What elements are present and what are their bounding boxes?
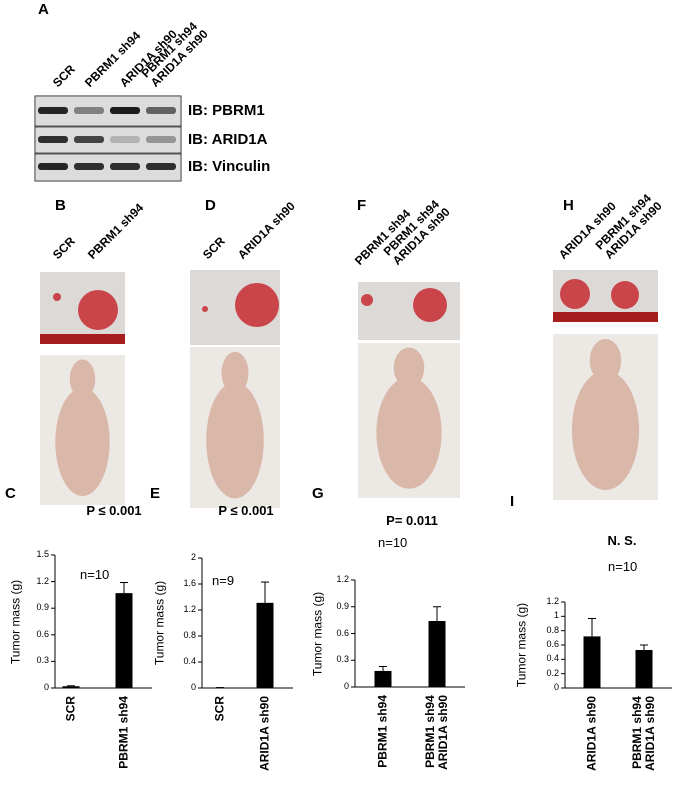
annotation: n=10 [80,567,110,582]
blot-band [74,136,104,143]
x-tick-label: SCR [63,696,78,722]
bar [583,636,601,688]
y-tick-label: 0 [43,682,49,693]
y-tick-label: 0 [343,681,349,692]
y-tick-label: 0.4 [546,653,559,664]
chart-title: P ≤ 0.001 [86,503,142,518]
tumor [53,293,61,301]
blot-band [74,107,104,114]
tumor [611,281,639,309]
x-tick-label: PBRM1 sh94 ARID1A sh90 [422,695,450,770]
tumor [413,288,447,322]
blot-band [74,163,104,170]
x-tick-label: PBRM1 sh94 [116,696,131,769]
y-axis-label: Tumor mass (g) [514,602,529,688]
y-tick-label: 0.6 [336,627,349,638]
y-tick-label: 1 [553,610,559,621]
tumor [235,283,279,327]
mouse-body [206,382,264,499]
y-tick-label: 0.6 [36,628,49,639]
bar [374,670,392,687]
blot-band [38,136,68,143]
panel-label: G [312,485,324,502]
x-tick-label: ARID1A sh90 [584,696,599,771]
x-tick-label: ARID1A sh90 [257,696,272,771]
mouse-head [589,338,622,383]
y-tick-label: 1.6 [183,578,196,589]
bar [256,602,274,688]
y-tick-label: 0.3 [36,655,49,666]
chart-title: P ≤ 0.001 [218,503,274,518]
annotation: n=10 [608,559,638,574]
panel-label: A [38,1,49,18]
y-tick-label: 0 [190,682,196,693]
y-tick-label: 2 [190,552,196,563]
panel-label: C [5,485,16,502]
panel-label: H [563,197,574,214]
x-tick-label: PBRM1 sh94 [375,695,390,768]
panel-label: F [357,197,367,214]
blot-band [110,136,140,143]
y-tick-label: 1.2 [336,574,349,585]
mouse-head [393,347,425,388]
blot-band [110,107,140,114]
chart-title: N. S. [607,533,637,548]
blot-band [146,163,176,170]
y-tick-label: 0 [553,682,559,693]
tumor [560,279,590,309]
y-tick-label: 1.2 [36,575,49,586]
mouse-body [571,370,640,491]
y-tick-label: 0.3 [336,654,349,665]
blot-row-label: IB: PBRM1 [188,102,265,119]
y-tick-label: 0.9 [36,602,49,613]
y-axis-label: Tumor mass (g) [152,580,167,666]
tumor [202,306,208,312]
panel-label: D [205,197,216,214]
y-tick-label: 1.2 [546,596,559,607]
panel-label: E [150,485,161,502]
panel-label: B [55,197,66,214]
bar [428,621,446,687]
chart-title: P= 0.011 [386,513,438,528]
y-tick-label: 1.5 [36,549,49,560]
blot-band [38,163,68,170]
mouse-head [69,359,96,399]
ruler [553,312,658,322]
annotation: n=9 [212,573,235,588]
y-tick-label: 0.8 [546,624,559,635]
panel-label: I [510,493,515,510]
blot-band [146,107,176,114]
mouse-head [221,351,249,394]
blot-row-label: IB: Vinculin [188,158,271,175]
y-tick-label: 0.8 [183,630,196,641]
mouse-body [376,377,442,489]
bar [115,593,133,688]
tumor [78,290,118,330]
blot-band [110,163,140,170]
mouse-body [55,388,110,496]
ruler [40,334,125,344]
bar [635,650,653,688]
y-axis-label: Tumor mass (g) [8,579,23,664]
y-tick-label: 0.6 [546,639,559,650]
tumor [361,294,373,306]
bar [62,686,80,688]
y-tick-label: 0.2 [546,667,559,678]
blot-row-label: IB: ARID1A [188,131,268,148]
annotation: n=10 [378,535,408,550]
x-tick-label: PBRM1 sh94 ARID1A sh90 [629,696,657,771]
y-tick-label: 0.9 [336,600,349,611]
y-tick-label: 1.2 [183,604,196,615]
y-axis-label: Tumor mass (g) [310,591,325,676]
x-tick-label: SCR [212,696,227,722]
blot-band [38,107,68,114]
y-tick-label: 0.4 [183,656,196,667]
blot-band [146,136,176,143]
